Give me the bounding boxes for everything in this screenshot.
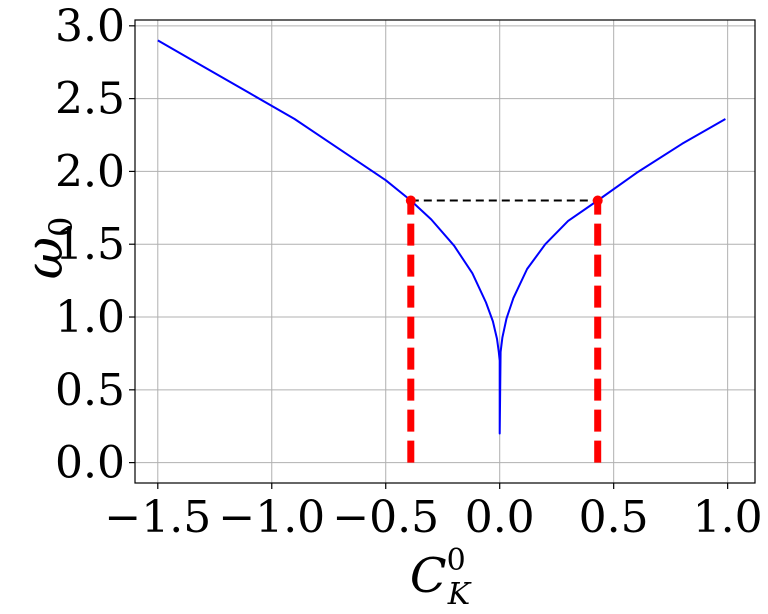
y-tick-label: 1.5 [55, 219, 125, 270]
intersection-point [592, 195, 603, 206]
y-tick-label: 1.0 [55, 292, 125, 343]
y-tick-label: 2.5 [55, 74, 125, 125]
grid [135, 20, 755, 483]
omega-curve [157, 39, 726, 435]
x-tick-label: 0.0 [465, 492, 535, 543]
y-tick-label: 3.0 [55, 1, 125, 52]
y-tick-label: 2.0 [55, 146, 125, 197]
x-tick-label: −0.5 [332, 492, 439, 543]
plot-frame [134, 19, 756, 484]
intersection-point [405, 195, 416, 206]
x-axis-label: C0 K [410, 543, 472, 612]
x-tick-label: −1.0 [218, 492, 325, 543]
y-tick-label: 0.0 [55, 438, 125, 489]
x-tick-label: 1.0 [693, 492, 763, 543]
y-axis-label: ω0 [15, 217, 80, 280]
y-tick-label: 0.5 [55, 365, 125, 416]
y-axis-ticks: 0.0 0.5 1.0 1.5 2.0 2.5 3.0 [55, 1, 135, 489]
x-tick-label: −1.5 [104, 492, 211, 543]
x-axis-ticks: −1.5 −1.0 −0.5 0.0 0.5 1.0 [104, 483, 763, 543]
series-layer [157, 39, 726, 463]
x-tick-label: 0.5 [579, 492, 649, 543]
points-layer [405, 195, 603, 206]
